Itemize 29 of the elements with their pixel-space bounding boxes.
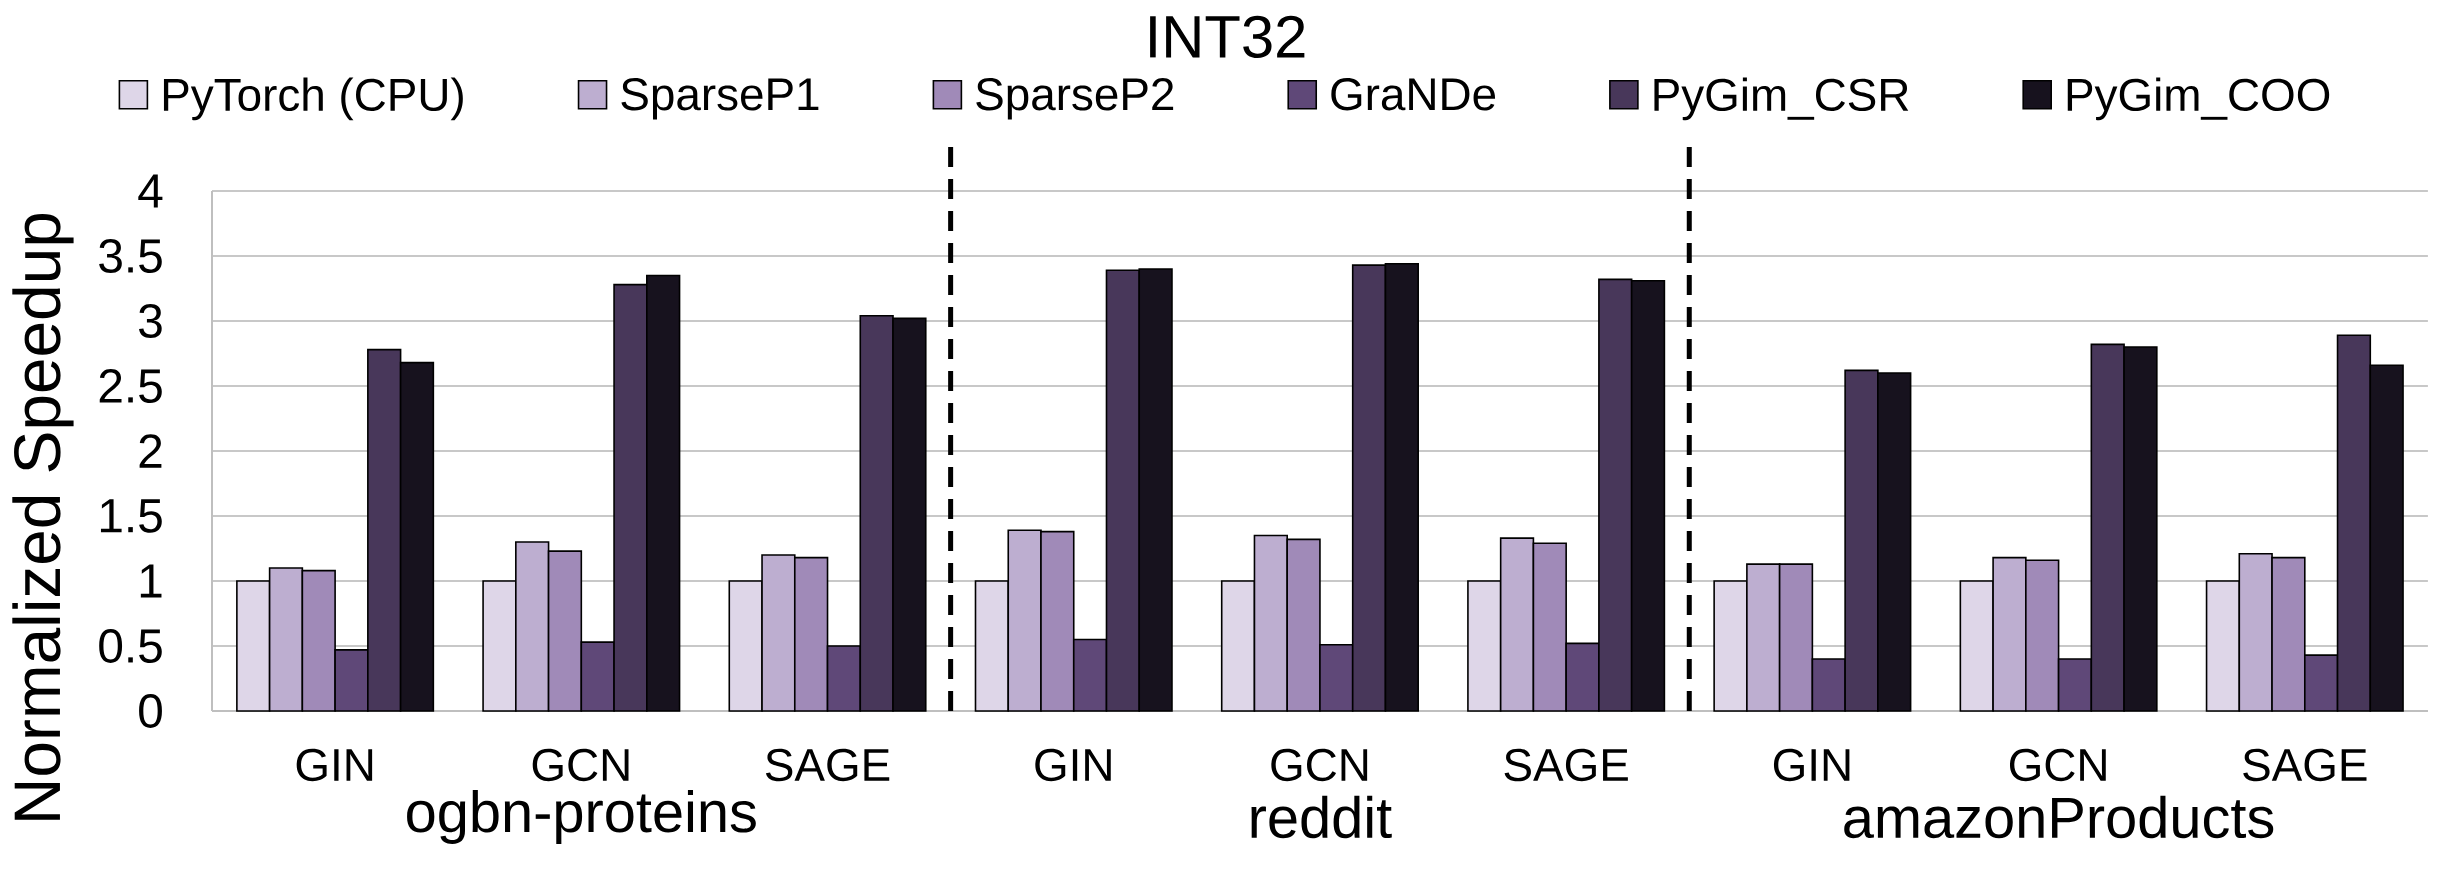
x-tick-label: GCN <box>532 748 629 782</box>
x-tick-label: GIN <box>1773 748 1850 782</box>
text: ogbn-proteins <box>407 790 756 844</box>
x-tick-label: SAGE <box>2243 748 2367 782</box>
legend-label: GraNDe <box>1331 78 1496 111</box>
y-tick-label: 2.5 <box>99 369 162 403</box>
x-tick-label: GIN <box>1035 748 1111 782</box>
legend-label: PyGim_CSR <box>1654 77 1909 121</box>
x-tick-label: SAGE <box>765 748 890 782</box>
x-tick-label: GCN <box>1271 748 1368 782</box>
legend-label: PyGim_COO <box>2067 77 2330 121</box>
y-tick-label: 0 <box>139 694 162 728</box>
y-tick-label: 1.5 <box>100 499 162 533</box>
y-tick-label: 4 <box>138 174 163 208</box>
legend-label: SparseP2 <box>976 78 1174 120</box>
x-tick-label: SAGE <box>1504 748 1628 782</box>
y-tick-label: 3 <box>139 304 162 338</box>
y-tick-label: 3.5 <box>99 239 162 273</box>
y-tick-label: 0.5 <box>99 629 162 663</box>
chart-title: INT32 <box>1150 15 1305 58</box>
legend-label: SparseP1 <box>621 78 819 120</box>
legend-label: PyTorch (CPU) <box>163 77 463 121</box>
y-tick-label: 2 <box>139 434 162 468</box>
text: amazonProducts <box>1844 795 2274 839</box>
y-axis-title: Normalized Speedup <box>12 213 74 820</box>
text: reddit <box>1251 795 1392 839</box>
x-tick-label: GCN <box>2009 748 2106 782</box>
x-tick-label: GIN <box>296 748 373 782</box>
y-tick-label: 1 <box>140 564 162 598</box>
